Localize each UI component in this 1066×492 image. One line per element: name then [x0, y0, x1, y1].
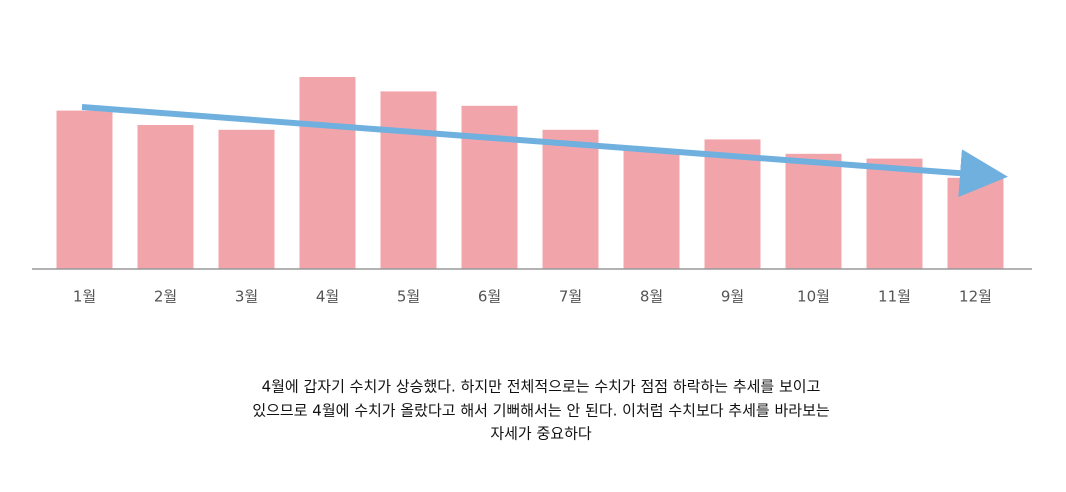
x-tick-label: 1월 [73, 288, 96, 306]
x-tick-label: 10월 [797, 288, 830, 306]
x-tick-label: 8월 [640, 288, 663, 306]
caption: 자세가 중요하다 [490, 425, 592, 443]
x-tick-label: 7월 [559, 288, 582, 306]
bar [704, 139, 761, 269]
bar [947, 177, 1004, 269]
x-tick-label: 5월 [397, 288, 420, 306]
bar [461, 105, 518, 269]
bar [785, 153, 842, 269]
bar [866, 158, 923, 269]
x-tick-label: 12월 [959, 288, 992, 306]
x-tick-label: 6월 [478, 288, 501, 306]
bar [56, 110, 113, 269]
bar [137, 125, 194, 269]
bar [299, 77, 356, 269]
x-tick-label: 2월 [154, 288, 177, 306]
caption: 있으므로 4월에 수치가 올랐다고 해서 기뻐해서는 안 된다. 이처럼 수치보… [252, 402, 830, 420]
x-tick-label: 4월 [316, 288, 339, 306]
caption: 4월에 갑자기 수치가 상승했다. 하지만 전체적으로는 수치가 점점 하락하는… [262, 378, 821, 396]
bar [542, 129, 599, 269]
bar [218, 129, 275, 269]
x-tick-label: 9월 [721, 288, 744, 306]
bar [380, 91, 437, 270]
x-tick-label: 11월 [878, 288, 911, 306]
trend-arrow [81, 104, 1008, 198]
x-tick-label: 3월 [235, 288, 258, 306]
bar [623, 149, 680, 269]
